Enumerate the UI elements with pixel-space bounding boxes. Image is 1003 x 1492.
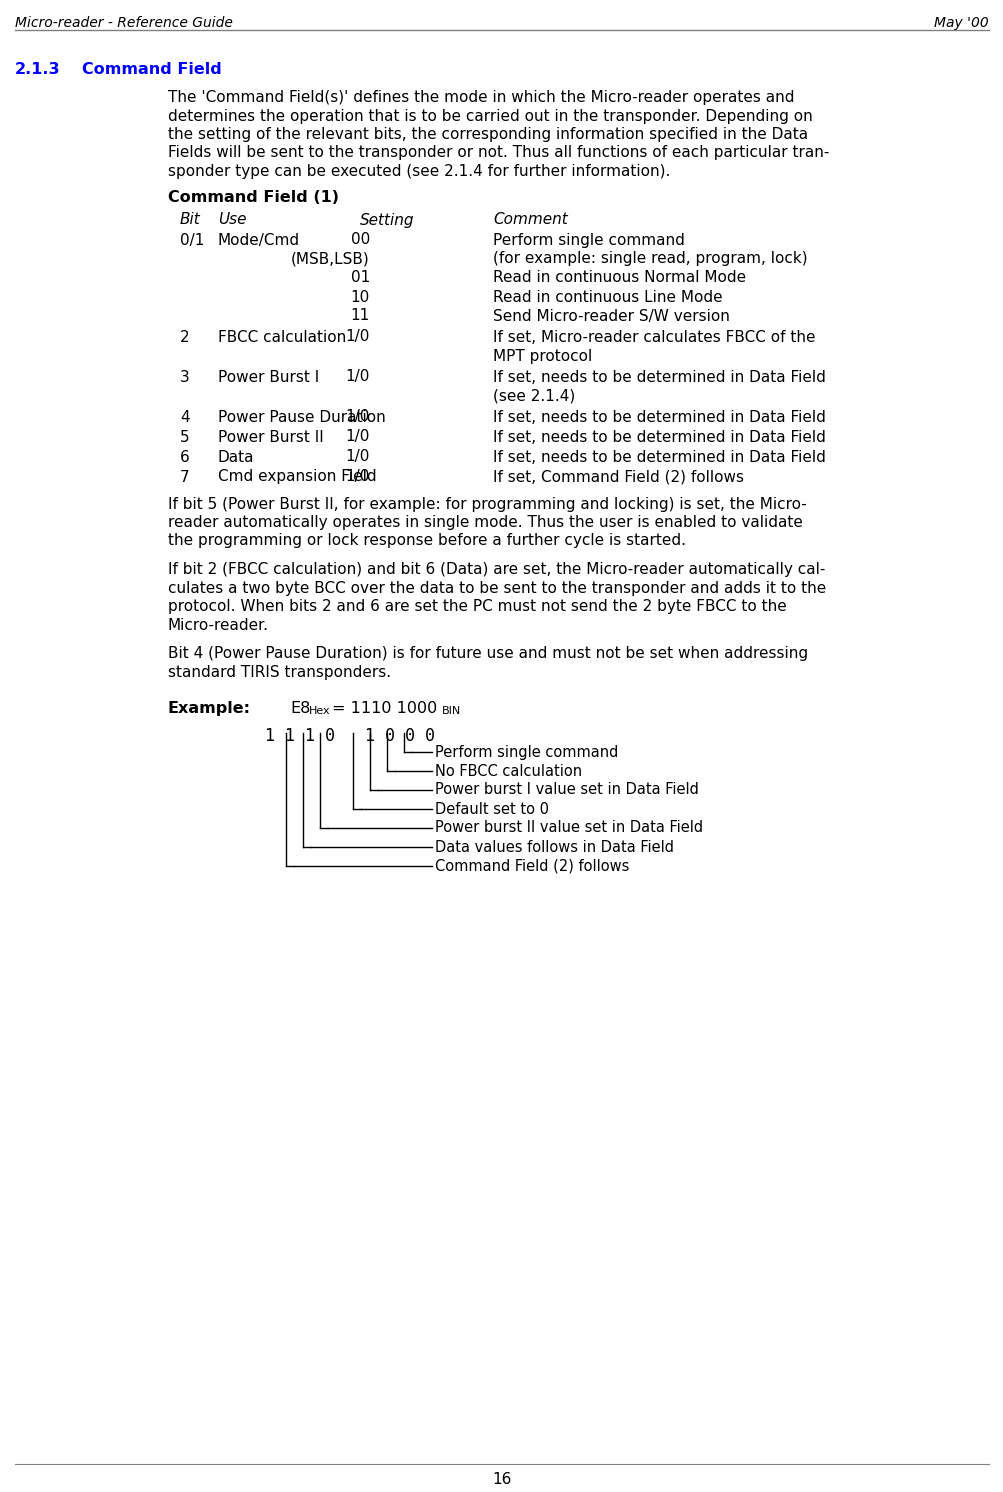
Text: (MSB,LSB): (MSB,LSB) xyxy=(291,252,370,267)
Text: Read in continuous Line Mode: Read in continuous Line Mode xyxy=(492,289,722,304)
Text: 3: 3 xyxy=(180,370,190,385)
Text: If set, Micro-reader calculates FBCC of the: If set, Micro-reader calculates FBCC of … xyxy=(492,330,814,345)
Text: 2.1.3: 2.1.3 xyxy=(15,63,60,78)
Text: Example:: Example: xyxy=(168,701,251,716)
Text: Power Burst I: Power Burst I xyxy=(218,370,319,385)
Text: culates a two byte BCC over the data to be sent to the transponder and adds it t: culates a two byte BCC over the data to … xyxy=(168,580,825,595)
Text: If set, needs to be determined in Data Field: If set, needs to be determined in Data F… xyxy=(492,370,825,385)
Text: Power Burst II: Power Burst II xyxy=(218,430,323,445)
Text: Read in continuous Normal Mode: Read in continuous Normal Mode xyxy=(492,270,745,285)
Text: 16: 16 xyxy=(491,1473,512,1488)
Text: Comment: Comment xyxy=(492,212,567,227)
Text: 2: 2 xyxy=(180,330,190,345)
Text: FBCC calculation: FBCC calculation xyxy=(218,330,346,345)
Text: Command Field (1): Command Field (1) xyxy=(168,191,339,206)
Text: Fields will be sent to the transponder or not. Thus all functions of each partic: Fields will be sent to the transponder o… xyxy=(168,146,828,161)
Text: If bit 2 (FBCC calculation) and bit 6 (Data) are set, the Micro-reader automatic: If bit 2 (FBCC calculation) and bit 6 (D… xyxy=(168,562,824,577)
Text: protocol. When bits 2 and 6 are set the PC must not send the 2 byte FBCC to the: protocol. When bits 2 and 6 are set the … xyxy=(168,598,786,615)
Text: Command Field (2) follows: Command Field (2) follows xyxy=(434,858,629,873)
Text: May '00: May '00 xyxy=(934,16,988,30)
Text: 1/0: 1/0 xyxy=(345,409,370,425)
Text: If set, needs to be determined in Data Field: If set, needs to be determined in Data F… xyxy=(492,430,825,445)
Text: If bit 5 (Power Burst II, for example: for programming and locking) is set, the : If bit 5 (Power Burst II, for example: f… xyxy=(168,497,806,512)
Text: 4: 4 xyxy=(180,409,190,425)
Text: Mode/Cmd: Mode/Cmd xyxy=(218,233,300,248)
Text: reader automatically operates in single mode. Thus the user is enabled to valida: reader automatically operates in single … xyxy=(168,515,802,530)
Text: BIN: BIN xyxy=(441,706,460,716)
Text: MPT protocol: MPT protocol xyxy=(492,349,592,364)
Text: Send Micro-reader S/W version: Send Micro-reader S/W version xyxy=(492,309,729,324)
Text: 6: 6 xyxy=(180,449,190,464)
Text: Setting: Setting xyxy=(360,212,414,227)
Text: Cmd expansion Field: Cmd expansion Field xyxy=(218,470,376,485)
Text: 10: 10 xyxy=(350,289,370,304)
Text: Power Pause Duration: Power Pause Duration xyxy=(218,409,385,425)
Text: If set, needs to be determined in Data Field: If set, needs to be determined in Data F… xyxy=(492,409,825,425)
Text: The 'Command Field(s)' defines the mode in which the Micro-reader operates and: The 'Command Field(s)' defines the mode … xyxy=(168,90,793,104)
Text: Bit 4 (Power Pause Duration) is for future use and must not be set when addressi: Bit 4 (Power Pause Duration) is for futu… xyxy=(168,646,807,661)
Text: No FBCC calculation: No FBCC calculation xyxy=(434,764,582,779)
Text: Command Field: Command Field xyxy=(82,63,222,78)
Text: Hex: Hex xyxy=(309,706,330,716)
Text: 11: 11 xyxy=(350,309,370,324)
Text: 7: 7 xyxy=(180,470,190,485)
Text: standard TIRIS transponders.: standard TIRIS transponders. xyxy=(168,664,391,679)
Text: 01: 01 xyxy=(350,270,370,285)
Text: Micro-reader - Reference Guide: Micro-reader - Reference Guide xyxy=(15,16,233,30)
Text: 1/0: 1/0 xyxy=(345,470,370,485)
Text: 1/0: 1/0 xyxy=(345,430,370,445)
Text: the programming or lock response before a further cycle is started.: the programming or lock response before … xyxy=(168,534,685,549)
Text: 1 1 1 0   1 0 0 0: 1 1 1 0 1 0 0 0 xyxy=(265,727,434,745)
Text: (for example: single read, program, lock): (for example: single read, program, lock… xyxy=(492,252,806,267)
Text: Micro-reader.: Micro-reader. xyxy=(168,618,269,633)
Text: (see 2.1.4): (see 2.1.4) xyxy=(492,388,575,403)
Text: E8: E8 xyxy=(290,701,310,716)
Text: If set, Command Field (2) follows: If set, Command Field (2) follows xyxy=(492,470,743,485)
Text: If set, needs to be determined in Data Field: If set, needs to be determined in Data F… xyxy=(492,449,825,464)
Text: Bit: Bit xyxy=(180,212,201,227)
Text: Data: Data xyxy=(218,449,254,464)
Text: Data values follows in Data Field: Data values follows in Data Field xyxy=(434,840,673,855)
Text: 5: 5 xyxy=(180,430,190,445)
Text: determines the operation that is to be carried out in the transponder. Depending: determines the operation that is to be c… xyxy=(168,109,812,124)
Text: = 1110 1000: = 1110 1000 xyxy=(332,701,437,716)
Text: Power burst I value set in Data Field: Power burst I value set in Data Field xyxy=(434,782,698,798)
Text: 1/0: 1/0 xyxy=(345,449,370,464)
Text: 0/1: 0/1 xyxy=(180,233,205,248)
Text: 1/0: 1/0 xyxy=(345,330,370,345)
Text: the setting of the relevant bits, the corresponding information specified in the: the setting of the relevant bits, the co… xyxy=(168,127,807,142)
Text: sponder type can be executed (see 2.1.4 for further information).: sponder type can be executed (see 2.1.4 … xyxy=(168,164,670,179)
Text: 1/0: 1/0 xyxy=(345,370,370,385)
Text: Power burst II value set in Data Field: Power burst II value set in Data Field xyxy=(434,821,702,836)
Text: Default set to 0: Default set to 0 xyxy=(434,801,549,816)
Text: Perform single command: Perform single command xyxy=(492,233,684,248)
Text: Use: Use xyxy=(218,212,247,227)
Text: 00: 00 xyxy=(350,233,370,248)
Text: Perform single command: Perform single command xyxy=(434,745,618,759)
